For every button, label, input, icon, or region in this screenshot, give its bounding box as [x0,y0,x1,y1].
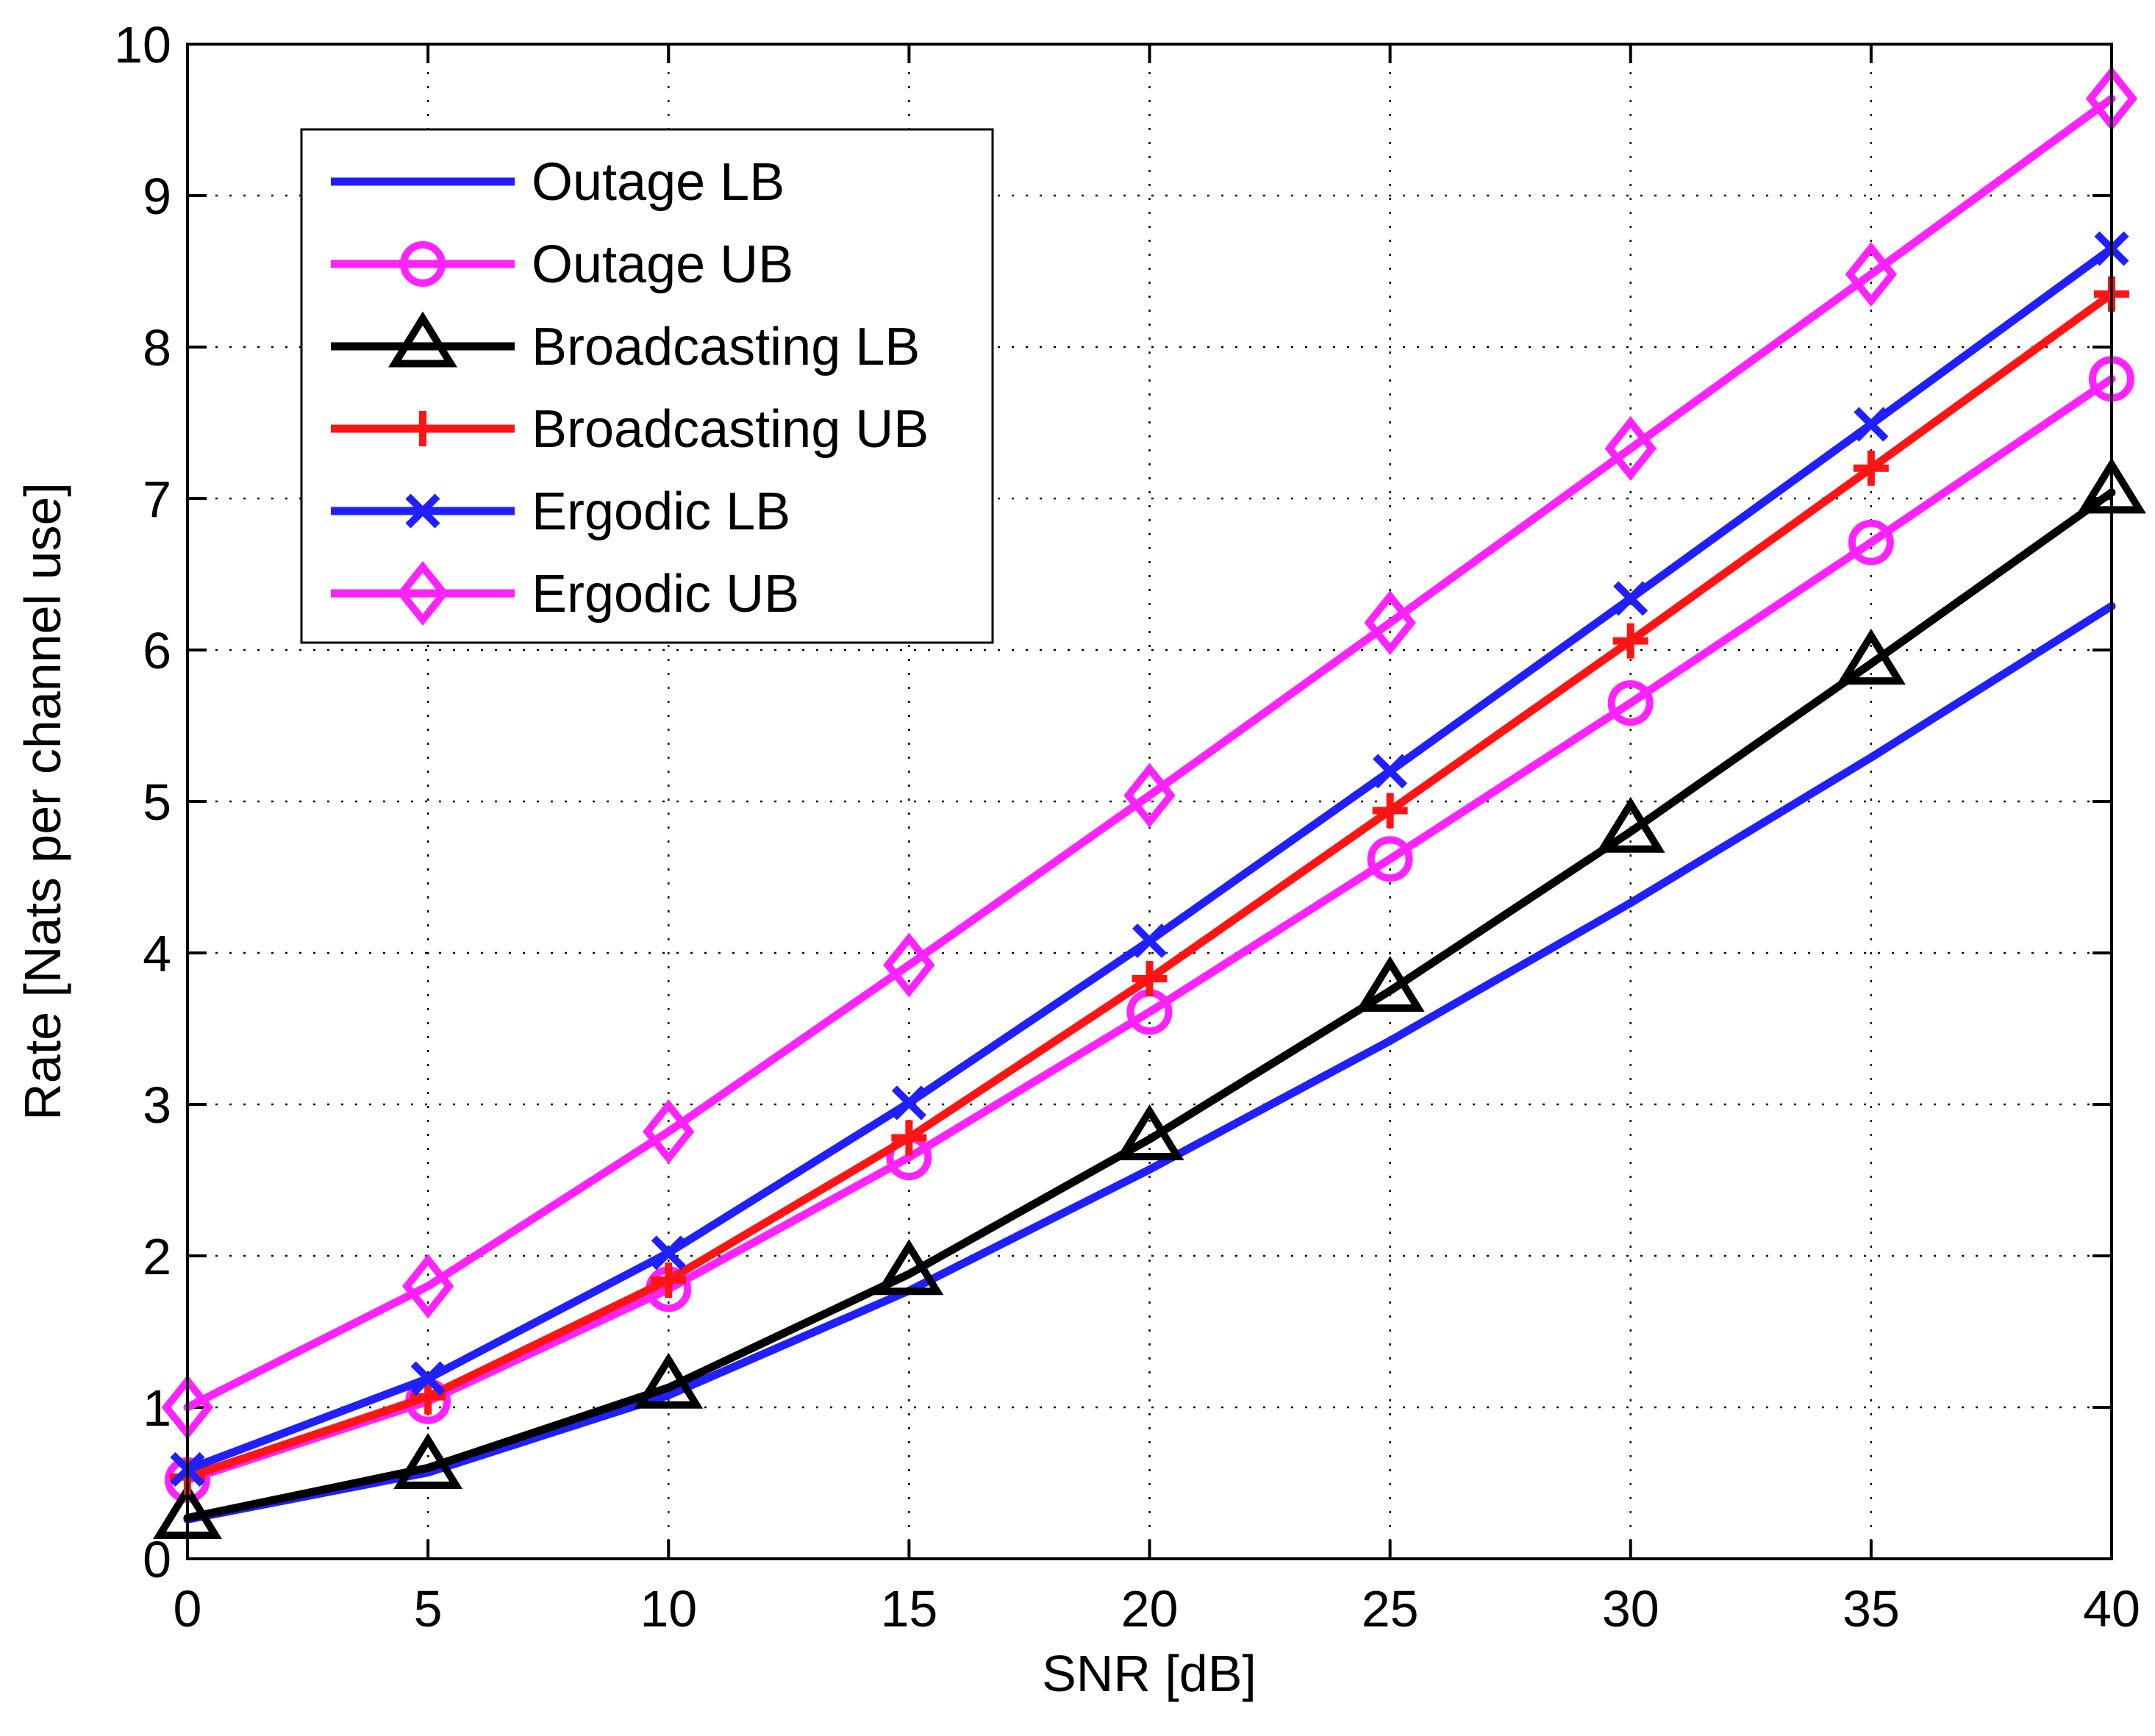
data-point [393,1432,463,1489]
series-line [183,601,2116,1524]
data-point [1836,629,1906,685]
data-point [1373,754,1408,789]
data-point [1848,519,1894,565]
data-point [1612,623,1648,659]
legend-marker [405,493,440,529]
legend-entry: Outage UB [331,235,793,294]
legend: Outage LB Outage UB Broadcasting LB Broadca… [300,128,994,644]
y-tick-label: 4 [143,925,171,982]
data-point [1355,955,1425,1012]
legend-box [300,128,994,644]
legend-marker [388,311,457,368]
x-tick-label: 20 [1121,1580,1179,1637]
tick-labels: 0 5 10 15 20 25 30 35 40 0 1 2 3 4 5 6 7 8 9 10 [114,16,2140,1637]
data-point [874,1239,944,1296]
legend-label: Broadcasting UB [532,400,929,459]
data-point [1853,450,1889,486]
data-point [1115,1104,1184,1160]
data-point [651,1262,687,1298]
legend-label: Outage LB [532,153,785,212]
data-point [1364,590,1416,655]
y-tick-label: 2 [143,1228,171,1285]
x-tick-label: 40 [2083,1580,2140,1637]
data-point [401,1254,454,1319]
x-tick-label: 35 [1843,1580,1900,1637]
x-tick-label: 15 [880,1580,937,1637]
series-layer [153,66,2146,1539]
x-tick-label: 30 [1602,1580,1659,1637]
axes-frame [186,43,2113,1560]
legend-marker [396,560,449,626]
y-tick-label: 1 [143,1379,171,1437]
data-point [883,932,935,998]
series-broadcasting-lb [153,457,2146,1539]
data-point [1613,581,1648,616]
legend-marker [405,411,440,446]
y-axis-label: Rate [Nats per channel use] [14,482,71,1121]
legend-label: Ergodic LB [532,482,790,541]
legend-entry: Ergodic LB [331,482,790,541]
data-point [1595,796,1665,853]
legend-marker [400,241,446,287]
data-point [1123,762,1176,828]
data-point [410,1379,446,1415]
data-point [1372,793,1408,829]
y-tick-label: 8 [143,319,171,376]
series-outage-lb [183,601,2116,1524]
series-line [183,374,2116,1485]
data-point [891,1085,926,1121]
data-point [1132,923,1168,959]
x-axis-label: SNR [dB] [1042,1645,1257,1702]
x-tick-label: 0 [174,1580,202,1637]
legend-label: Outage UB [532,235,793,294]
x-tick-label: 5 [414,1580,443,1637]
data-point [891,1120,927,1156]
y-tick-label: 10 [114,16,171,74]
y-tick-label: 9 [143,168,171,225]
legend-label: Broadcasting LB [532,318,920,376]
data-point [1367,836,1413,882]
data-point [1132,961,1168,997]
series-line [183,94,2116,1412]
data-point [1854,407,1889,442]
data-point [634,1352,704,1409]
y-tick-label: 3 [143,1076,171,1134]
series-ergodic-lb [170,231,2129,1487]
y-tick-label: 7 [143,471,171,528]
x-tick-label: 10 [640,1580,697,1637]
legend-entry: Broadcasting UB [331,400,929,459]
series-line [183,488,2116,1522]
y-tick-label: 5 [143,774,171,831]
data-point [1604,416,1657,482]
legend-label: Ergodic UB [532,565,799,624]
legend-entry: Broadcasting LB [331,311,920,376]
y-tick-label: 0 [143,1531,171,1588]
legend-entry: Ergodic UB [331,560,799,626]
x-tick-label: 25 [1362,1580,1419,1637]
legend-entry: Outage LB [331,153,785,212]
data-point [410,1361,446,1396]
series-outage-ub [165,356,2134,1503]
data-point [651,1235,686,1271]
y-tick-label: 6 [143,622,171,679]
data-point [643,1099,695,1165]
data-point [1607,680,1654,726]
data-point [1845,242,1898,307]
